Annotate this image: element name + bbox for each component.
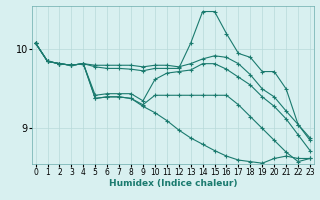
- X-axis label: Humidex (Indice chaleur): Humidex (Indice chaleur): [108, 179, 237, 188]
